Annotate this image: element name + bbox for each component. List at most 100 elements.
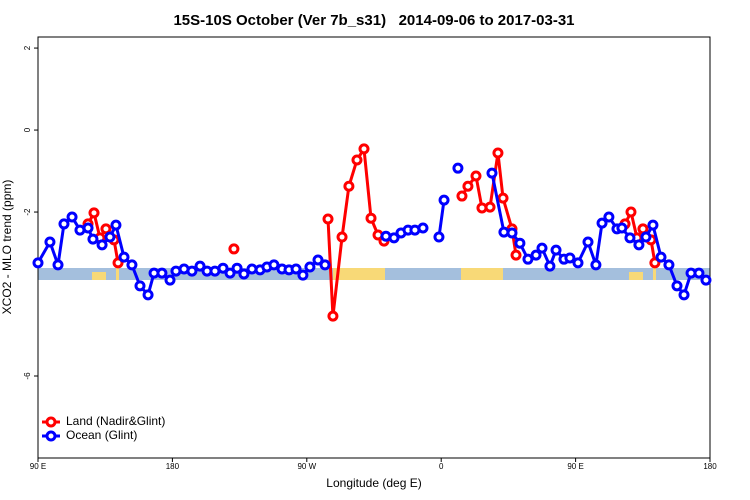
data-point bbox=[649, 257, 661, 269]
data-point bbox=[544, 260, 556, 272]
data-point bbox=[655, 251, 667, 263]
land-band bbox=[333, 268, 385, 280]
x-tick-label: 180 bbox=[703, 462, 717, 471]
data-point bbox=[596, 217, 608, 229]
data-point bbox=[194, 260, 206, 272]
data-point bbox=[319, 259, 331, 271]
data-point bbox=[304, 261, 316, 273]
chart-title: 15S-10S October (Ver 7b_s31) 2014-09-06 … bbox=[173, 12, 574, 29]
series bbox=[32, 162, 712, 301]
data-point bbox=[417, 222, 429, 234]
y-tick-label: -2 bbox=[23, 208, 32, 216]
data-point bbox=[322, 213, 334, 225]
data-point bbox=[663, 259, 675, 271]
data-point bbox=[44, 236, 56, 248]
data-point bbox=[497, 192, 509, 204]
legend-marker bbox=[45, 430, 57, 442]
data-point bbox=[186, 265, 198, 277]
x-axis-label: Longitude (deg E) bbox=[326, 476, 421, 490]
data-point bbox=[156, 267, 168, 279]
data-point bbox=[572, 257, 584, 269]
data-point bbox=[110, 219, 122, 231]
data-point bbox=[647, 219, 659, 231]
y-tick-label: -6 bbox=[23, 372, 32, 380]
data-point bbox=[104, 231, 116, 243]
data-point bbox=[164, 274, 176, 286]
data-point bbox=[82, 222, 94, 234]
data-point bbox=[564, 252, 576, 264]
data-point bbox=[671, 280, 683, 292]
legend: Land (Nadir&Glint)Ocean (Glint) bbox=[42, 414, 165, 442]
data-point bbox=[134, 280, 146, 292]
data-point bbox=[312, 254, 324, 266]
data-point bbox=[52, 259, 64, 271]
land-band bbox=[629, 272, 643, 280]
data-point bbox=[438, 194, 450, 206]
data-point bbox=[118, 251, 130, 263]
data-point bbox=[616, 222, 628, 234]
x-tick-label: 180 bbox=[166, 462, 180, 471]
data-point bbox=[452, 162, 464, 174]
data-point bbox=[550, 244, 562, 256]
data-point bbox=[358, 143, 370, 155]
data-point bbox=[231, 262, 243, 274]
land-band bbox=[653, 268, 656, 280]
data-point bbox=[268, 259, 280, 271]
data-point bbox=[327, 310, 339, 322]
surface-band bbox=[38, 268, 710, 280]
data-point bbox=[88, 207, 100, 219]
data-point bbox=[66, 211, 78, 223]
data-point bbox=[624, 232, 636, 244]
data-point bbox=[297, 269, 309, 281]
x-tick-label: 90 E bbox=[30, 462, 46, 471]
data-point bbox=[510, 249, 522, 261]
land-band bbox=[116, 268, 119, 280]
data-point bbox=[582, 236, 594, 248]
data-point bbox=[224, 267, 236, 279]
data-point bbox=[462, 180, 474, 192]
data-point bbox=[96, 239, 108, 251]
data-point bbox=[100, 223, 112, 235]
data-point bbox=[625, 206, 637, 218]
legend-marker bbox=[45, 416, 57, 428]
data-point bbox=[228, 243, 240, 255]
data-point bbox=[633, 239, 645, 251]
data-point bbox=[58, 218, 70, 230]
x-tick-label: 90 W bbox=[297, 462, 316, 471]
legend-label: Land (Nadir&Glint) bbox=[66, 414, 165, 428]
land-band bbox=[92, 272, 106, 280]
data-point bbox=[456, 190, 468, 202]
data-point bbox=[87, 233, 99, 245]
y-axis-label: XCO2 - MLO trend (ppm) bbox=[0, 180, 14, 315]
x-tick-label: 90 E bbox=[567, 462, 583, 471]
data-point bbox=[336, 231, 348, 243]
data-point bbox=[217, 262, 229, 274]
data-point bbox=[700, 274, 712, 286]
legend-label: Ocean (Glint) bbox=[66, 428, 137, 442]
data-point bbox=[506, 227, 518, 239]
data-point bbox=[388, 232, 400, 244]
data-point bbox=[640, 231, 652, 243]
data-point bbox=[536, 242, 548, 254]
data-point bbox=[492, 147, 504, 159]
data-point bbox=[693, 267, 705, 279]
data-point bbox=[590, 259, 602, 271]
data-point bbox=[365, 212, 377, 224]
y-tick-label: 2 bbox=[23, 45, 32, 50]
x-tick-label: 0 bbox=[439, 462, 444, 471]
data-point bbox=[514, 237, 526, 249]
data-point bbox=[470, 170, 482, 182]
data-point bbox=[603, 211, 615, 223]
data-point bbox=[126, 259, 138, 271]
data-point bbox=[433, 231, 445, 243]
data-point bbox=[351, 154, 363, 166]
data-point bbox=[238, 268, 250, 280]
data-point bbox=[484, 201, 496, 213]
y-tick-label: 0 bbox=[23, 127, 32, 132]
data-point bbox=[290, 263, 302, 275]
data-point bbox=[32, 257, 44, 269]
data-point bbox=[142, 289, 154, 301]
data-point bbox=[678, 289, 690, 301]
